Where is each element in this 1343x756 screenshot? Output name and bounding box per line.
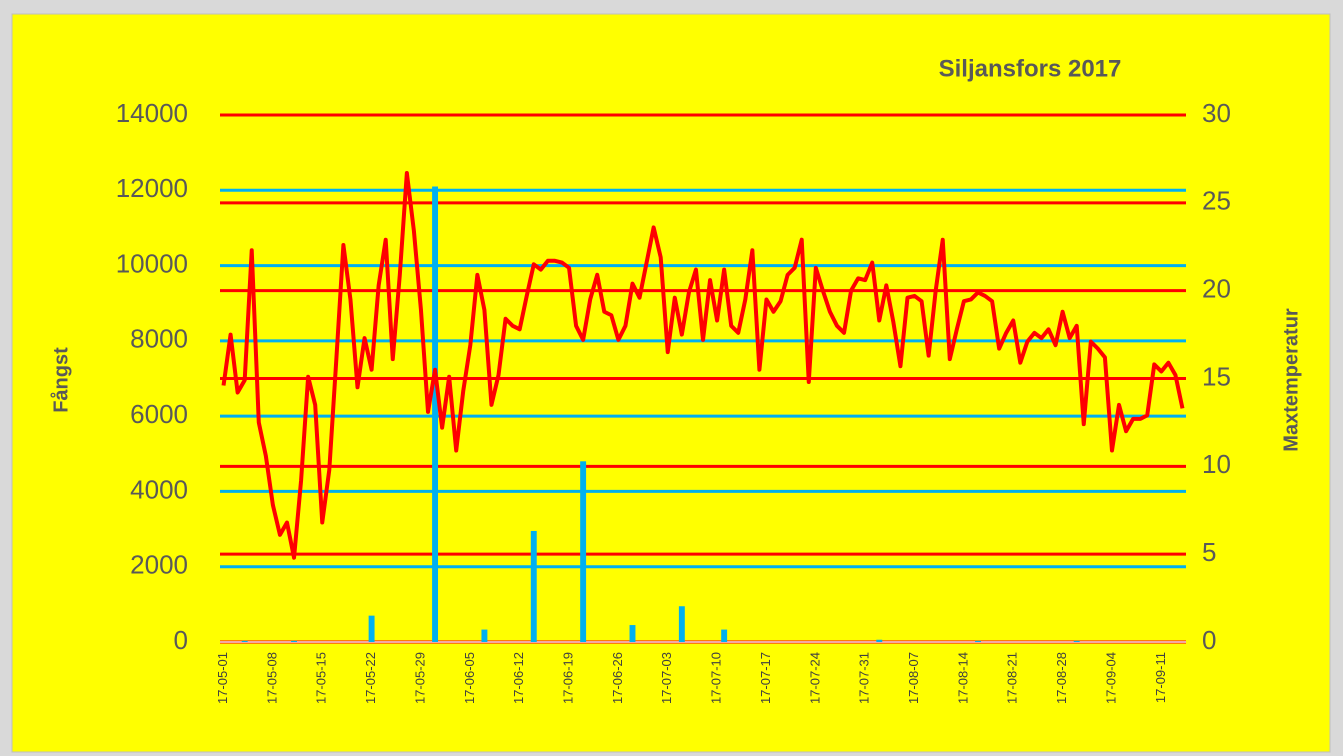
y-tick-label: 14000 [116, 98, 188, 128]
bar [368, 615, 375, 642]
x-tick-label: 17-06-05 [462, 652, 477, 704]
bar [481, 629, 488, 642]
bar [876, 639, 883, 642]
y2-tick-label: 0 [1202, 625, 1216, 655]
x-tick-label: 17-08-14 [955, 652, 970, 704]
x-tick-label: 17-05-01 [215, 652, 230, 704]
x-tick-label: 17-07-31 [857, 652, 872, 704]
x-tick-label: 17-07-10 [709, 652, 724, 704]
x-tick-label: 17-06-12 [511, 652, 526, 704]
y2-tick-label: 10 [1202, 449, 1231, 479]
y2-tick-label: 30 [1202, 98, 1231, 128]
y-tick-label: 0 [174, 625, 188, 655]
y-tick-label: 2000 [130, 550, 188, 580]
x-tick-label: 17-08-28 [1054, 652, 1069, 704]
x-tick-label: 17-07-24 [807, 652, 822, 704]
bar [1073, 640, 1080, 642]
bar [721, 629, 728, 642]
x-tick-label: 17-05-08 [264, 652, 279, 704]
y-tick-label: 8000 [130, 324, 188, 354]
bar [530, 530, 537, 642]
bar [629, 625, 636, 642]
chart-title: Siljansfors 2017 [939, 55, 1122, 82]
y-axis-title: Fångst [49, 347, 72, 413]
x-tick-label: 17-08-07 [906, 652, 921, 704]
y2-tick-label: 20 [1202, 274, 1231, 304]
bar [580, 461, 587, 642]
bar [678, 606, 685, 642]
x-tick-label: 17-06-19 [560, 652, 575, 704]
bar [291, 640, 297, 642]
x-tick-label: 17-05-29 [412, 652, 427, 704]
y2-axis-title: Maxtemperatur [1280, 308, 1302, 452]
x-tick-label: 17-05-15 [314, 652, 329, 704]
y-tick-label: 10000 [116, 248, 188, 278]
x-tick-label: 17-09-11 [1153, 652, 1168, 703]
x-tick-label: 17-06-26 [610, 652, 625, 704]
y2-tick-label: 15 [1202, 361, 1231, 391]
x-tick-label: 17-07-03 [659, 652, 674, 704]
bar [975, 640, 981, 642]
y2-tick-label: 25 [1202, 186, 1231, 216]
x-tick-label: 17-05-22 [363, 652, 378, 704]
chart-background [11, 13, 1331, 753]
y-tick-label: 12000 [116, 173, 188, 203]
line [221, 170, 1185, 560]
y2-tick-label: 5 [1202, 537, 1216, 567]
bar [241, 640, 248, 642]
bar [432, 186, 439, 642]
y-tick-label: 4000 [130, 474, 188, 504]
y-tick-label: 6000 [130, 399, 188, 429]
x-tick-label: 17-09-04 [1103, 652, 1118, 704]
x-tick-label: 17-07-17 [758, 652, 773, 704]
x-tick-label: 17-08-21 [1005, 652, 1020, 704]
